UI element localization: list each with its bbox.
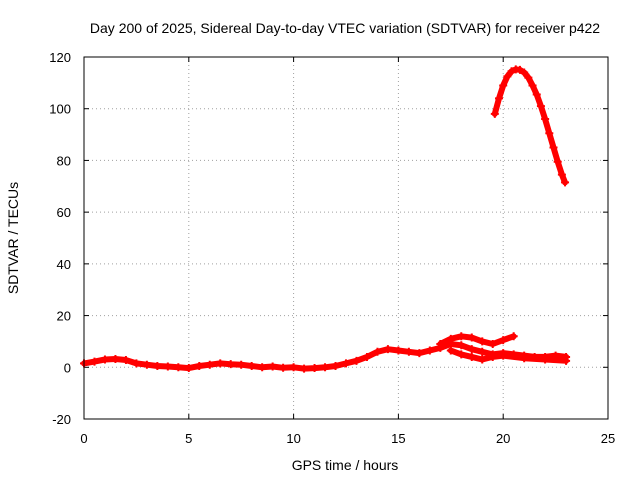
y-tick-label: 120: [49, 50, 71, 65]
data-point: [195, 361, 204, 370]
x-tick-label: 0: [80, 431, 87, 446]
data-point: [553, 157, 562, 166]
y-tick-label: -20: [52, 412, 71, 427]
x-tick-label: 5: [185, 431, 192, 446]
data-point: [562, 356, 571, 365]
data-point: [478, 347, 487, 356]
data-point: [536, 102, 545, 111]
data-point: [142, 360, 151, 369]
data-point: [404, 347, 413, 356]
data-point: [247, 361, 256, 370]
x-tick-label: 10: [286, 431, 300, 446]
data-point: [300, 364, 309, 373]
data-point: [216, 359, 225, 368]
axis-ticks: 0 5 10 15 20 25 -20 0 20 40 60 80 100 120: [49, 50, 615, 446]
data-point: [153, 361, 162, 370]
series-arc-sdtvar: [490, 65, 570, 187]
data-point: [467, 345, 476, 354]
data-point: [237, 360, 246, 369]
x-tick-label: 15: [391, 431, 405, 446]
x-tick-label: 20: [496, 431, 510, 446]
data-point: [100, 355, 109, 364]
grid: [84, 57, 608, 419]
data-point: [467, 352, 476, 361]
data-point: [488, 340, 497, 349]
data-point: [509, 332, 518, 341]
data-point: [268, 362, 277, 371]
data-point: [415, 349, 424, 358]
data-point: [528, 81, 537, 90]
data-point: [524, 73, 533, 82]
data-point: [279, 363, 288, 372]
data-point: [121, 356, 130, 365]
data-point: [499, 351, 508, 360]
y-tick-label: 80: [57, 153, 71, 168]
data-point: [310, 364, 319, 373]
data-point: [495, 94, 504, 103]
data-point: [174, 363, 183, 372]
data-point: [362, 352, 371, 361]
data-point: [532, 90, 541, 99]
chart-title: Day 200 of 2025, Sidereal Day-to-day VTE…: [90, 20, 600, 36]
data-point: [446, 346, 455, 355]
data-point: [394, 346, 403, 355]
data-point: [488, 352, 497, 361]
data-point: [258, 363, 267, 372]
y-tick-label: 20: [57, 309, 71, 324]
data-point: [507, 67, 516, 76]
y-tick-label: 100: [49, 102, 71, 117]
y-tick-label: 60: [57, 205, 71, 220]
data-point: [557, 170, 566, 179]
data-point: [515, 65, 524, 74]
data-point: [342, 359, 350, 368]
data-point: [541, 115, 550, 124]
data-point: [545, 129, 554, 138]
data-point: [132, 359, 141, 368]
data-point: [467, 333, 476, 342]
data-point: [111, 355, 120, 364]
data-point: [520, 68, 529, 77]
data-point: [520, 354, 529, 363]
data-point: [321, 363, 330, 372]
data-point: [478, 355, 487, 364]
data-point: [561, 178, 570, 187]
data-point: [457, 332, 466, 341]
series-upper-band-sdtvar: [436, 332, 518, 349]
y-tick-label: 40: [57, 257, 71, 272]
data-point: [373, 347, 382, 356]
x-tick-label: 25: [601, 431, 615, 446]
plot-series: [80, 65, 571, 373]
data-point: [478, 337, 487, 346]
data-point: [499, 81, 508, 90]
data-point: [436, 340, 445, 349]
data-point: [184, 364, 193, 373]
data-point: [226, 360, 235, 369]
data-point: [499, 336, 508, 345]
data-point: [490, 109, 499, 118]
data-point: [446, 334, 455, 343]
data-point: [383, 345, 392, 354]
data-point: [457, 341, 466, 350]
data-point: [457, 350, 466, 359]
y-tick-label: 0: [64, 360, 71, 375]
data-point: [331, 361, 340, 370]
data-point: [541, 355, 550, 364]
data-point: [163, 362, 172, 371]
data-point: [289, 363, 298, 372]
x-axis-label: GPS time / hours: [292, 457, 399, 473]
data-point: [503, 72, 512, 81]
data-point: [549, 143, 558, 152]
data-point: [205, 360, 214, 369]
data-point: [352, 356, 361, 365]
data-point: [425, 346, 434, 355]
plot-frame: [83, 56, 609, 420]
data-point: [90, 357, 99, 366]
series-lower-band-sdtvar: [446, 346, 571, 365]
y-axis-label: SDTVAR / TECUs: [5, 182, 21, 294]
